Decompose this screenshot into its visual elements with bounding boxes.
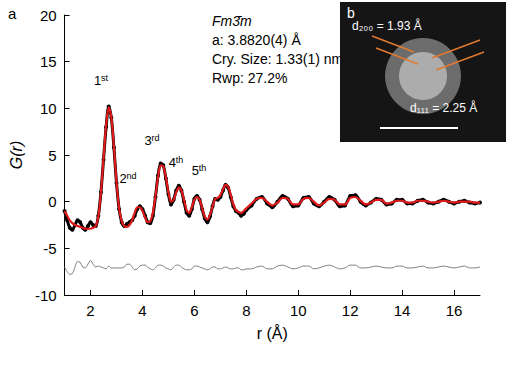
svg-text:10: 10 [40,100,57,117]
svg-text:15: 15 [40,53,57,70]
svg-text:1: 1 [94,73,101,88]
svg-text:st: st [101,73,109,83]
svg-text:G(r): G(r) [8,141,25,169]
svg-text:12: 12 [342,302,359,319]
svg-text:d₂₀₀ = 1.93 Å: d₂₀₀ = 1.93 Å [352,18,422,33]
svg-text:th: th [176,155,184,165]
svg-text:14: 14 [394,302,411,319]
svg-text:10: 10 [290,302,307,319]
svg-text:d₁₁₁ = 2.25 Å: d₁₁₁ = 2.25 Å [410,100,477,115]
svg-text:2: 2 [86,302,94,319]
svg-text:Rwp: 27.2%: Rwp: 27.2% [212,70,287,86]
svg-text:nd: nd [127,171,137,181]
svg-text:20: 20 [40,7,57,24]
svg-text:r (Å): r (Å) [257,324,288,342]
svg-text:0: 0 [48,193,56,210]
svg-text:8: 8 [242,302,250,319]
svg-text:-10: -10 [35,287,57,304]
svg-text:16: 16 [446,302,463,319]
svg-text:Cry. Size: 1.33(1) nm: Cry. Size: 1.33(1) nm [212,51,343,67]
svg-text:b: b [347,5,355,21]
svg-text:5: 5 [192,163,199,178]
svg-text:a: 3.8820(4) Å: a: 3.8820(4) Å [212,32,301,48]
svg-text:6: 6 [190,302,198,319]
svg-text:5: 5 [48,147,56,164]
svg-text:2: 2 [119,171,126,186]
svg-text:4: 4 [169,155,176,170]
svg-text:-5: -5 [43,240,56,257]
svg-text:4: 4 [138,302,146,319]
svg-text:rd: rd [152,133,160,143]
svg-text:a: a [8,5,17,22]
svg-text:Fm3̄m: Fm3̄m [212,13,252,29]
svg-text:3: 3 [144,133,151,148]
svg-text:th: th [199,163,207,173]
